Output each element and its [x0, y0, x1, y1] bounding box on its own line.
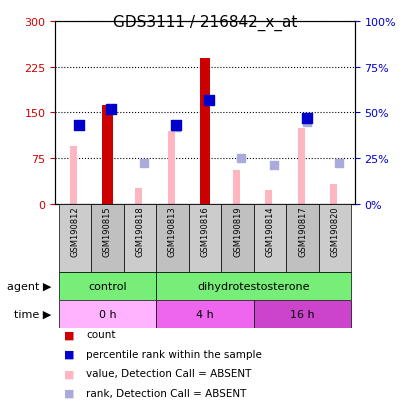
Text: agent ▶: agent ▶ — [7, 281, 51, 291]
Bar — [221, 204, 253, 272]
Bar — [253, 204, 285, 272]
Point — [173, 123, 179, 129]
Text: GSM190815: GSM190815 — [103, 206, 112, 256]
Bar — [124, 204, 156, 272]
Bar — [102, 105, 112, 204]
Text: GSM190816: GSM190816 — [200, 206, 209, 257]
Text: ■: ■ — [63, 388, 74, 398]
Text: percentile rank within the sample: percentile rank within the sample — [86, 349, 261, 359]
Text: 16 h: 16 h — [290, 309, 314, 319]
Bar — [318, 204, 351, 272]
Point — [303, 119, 309, 126]
Text: GSM190812: GSM190812 — [70, 206, 79, 256]
Bar — [297, 128, 304, 204]
Bar — [70, 147, 77, 204]
Text: GSM190819: GSM190819 — [232, 206, 241, 256]
Point — [108, 106, 114, 113]
Bar — [156, 204, 188, 272]
Bar — [285, 204, 318, 272]
Text: ■: ■ — [63, 368, 74, 378]
Point — [270, 163, 276, 169]
Point — [238, 155, 244, 162]
Text: 0 h: 0 h — [98, 309, 116, 319]
Text: control: control — [88, 281, 126, 291]
Point — [303, 115, 309, 122]
Point — [140, 161, 147, 167]
Bar — [265, 191, 272, 204]
Bar — [329, 185, 337, 204]
Bar — [232, 171, 239, 204]
Text: count: count — [86, 330, 115, 339]
Text: dihydrotestosterone: dihydrotestosterone — [197, 281, 309, 291]
Bar — [200, 105, 207, 204]
Text: rank, Detection Call = ABSENT: rank, Detection Call = ABSENT — [86, 388, 246, 398]
Bar — [156, 300, 253, 328]
Bar — [58, 300, 156, 328]
Text: time ▶: time ▶ — [14, 309, 51, 319]
Text: 4 h: 4 h — [196, 309, 213, 319]
Text: value, Detection Call = ABSENT: value, Detection Call = ABSENT — [86, 368, 251, 378]
Bar — [156, 272, 351, 300]
Bar — [188, 204, 221, 272]
Point — [335, 161, 342, 167]
Text: ■: ■ — [63, 349, 74, 359]
Text: GSM190820: GSM190820 — [330, 206, 339, 256]
Bar — [91, 204, 124, 272]
Text: ■: ■ — [63, 330, 74, 339]
Bar — [253, 300, 351, 328]
Bar — [58, 204, 91, 272]
Bar — [102, 107, 110, 204]
Point — [205, 97, 212, 104]
Point — [173, 124, 179, 131]
Text: GSM190814: GSM190814 — [265, 206, 274, 256]
Point — [75, 123, 82, 129]
Text: GDS3111 / 216842_x_at: GDS3111 / 216842_x_at — [112, 14, 297, 31]
Point — [75, 123, 82, 129]
Bar — [199, 59, 210, 204]
Text: GSM190817: GSM190817 — [297, 206, 306, 257]
Text: GSM190813: GSM190813 — [168, 206, 177, 257]
Bar — [135, 189, 142, 204]
Text: GSM190818: GSM190818 — [135, 206, 144, 257]
Bar — [167, 131, 174, 204]
Bar — [58, 272, 156, 300]
